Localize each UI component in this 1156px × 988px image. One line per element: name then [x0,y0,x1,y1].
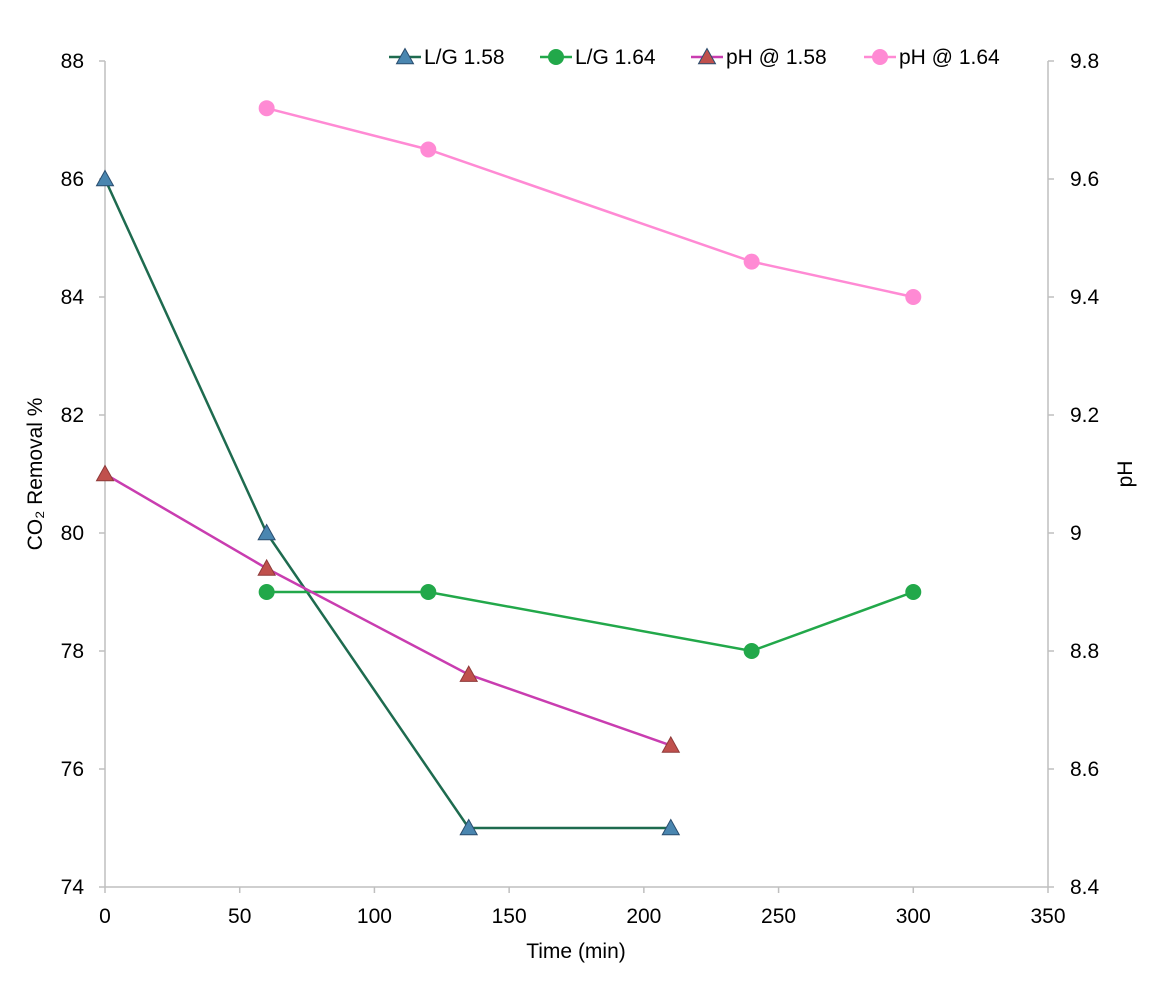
x-tick-label: 200 [626,905,661,928]
axes [104,61,1049,888]
legend-label: pH @ 1.58 [726,46,827,69]
legend-item: L/G 1.64 [540,46,656,69]
data-point [661,818,681,836]
data-point [95,464,115,482]
data-point [95,169,115,187]
data-point [420,141,437,158]
x-tick-label: 150 [492,905,527,928]
right-y-tick-labels: 8.4 8.6 8.8 9 9.2 9.4 9.6 9.8 [1048,50,1100,899]
series-line [266,590,914,653]
left-y-tick-labels: 74 76 78 80 82 84 86 88 [61,50,105,899]
data-point [743,643,760,659]
y-tick-label: 78 [61,640,84,663]
y2-tick-label: 9.4 [1070,286,1100,309]
y-tick-label: 84 [61,286,85,309]
series-2 [95,464,681,753]
x-tick-label: 0 [99,905,111,928]
x-axis-label: Time (min) [526,940,626,963]
series-0 [95,169,681,836]
y2-tick-label: 8.6 [1070,758,1099,781]
data-point [905,289,922,305]
series-line [104,472,672,747]
legend-marker [697,47,717,65]
y-tick-label: 76 [61,758,84,781]
y2-tick-label: 9.2 [1070,404,1099,427]
legend-label: L/G 1.58 [424,46,505,69]
series-1 [258,584,922,659]
y-tick-label: 80 [61,522,84,545]
right-y-axis-label: pH [1114,461,1137,488]
y-tick-label: 74 [61,876,85,899]
legend-item: pH @ 1.64 [864,46,1000,69]
series-layer [95,100,922,836]
data-point [459,818,479,836]
legend-label: pH @ 1.64 [899,46,1000,69]
y2-tick-label: 9.6 [1070,168,1099,191]
y-tick-label: 82 [61,404,84,427]
legend-label: L/G 1.64 [575,46,656,69]
data-point [743,253,760,270]
series-3 [258,100,922,305]
y2-tick-label: 8.8 [1070,640,1099,663]
legend-item: L/G 1.58 [389,46,505,69]
legend-marker [395,47,415,65]
legend: L/G 1.58 L/G 1.64 pH @ 1.58 pH @ 1.64 [389,46,1000,69]
x-tick-label: 250 [761,905,796,928]
y2-tick-label: 9 [1070,522,1082,545]
data-point [258,584,275,600]
x-tick-label: 350 [1030,905,1065,928]
x-tick-label: 50 [228,905,251,928]
legend-marker [872,49,888,65]
y2-tick-label: 8.4 [1070,876,1100,899]
data-point [905,584,922,600]
legend-item: pH @ 1.58 [691,46,827,69]
data-point [257,523,277,541]
x-tick-labels: 0 50 100 150 200 250 300 350 [99,887,1066,928]
x-tick-label: 300 [896,905,931,928]
data-point [257,558,277,576]
left-y-axis-label: CO₂ Removal % [24,398,47,551]
data-point [420,584,437,600]
series-line [266,106,914,299]
y2-tick-label: 9.8 [1070,50,1099,73]
x-tick-label: 100 [357,905,392,928]
series-line [103,178,671,830]
y-tick-label: 86 [61,168,84,191]
y-tick-label: 88 [61,50,84,73]
legend-marker [548,49,564,65]
data-point [459,665,479,682]
data-point [661,735,681,753]
data-point [258,100,275,117]
